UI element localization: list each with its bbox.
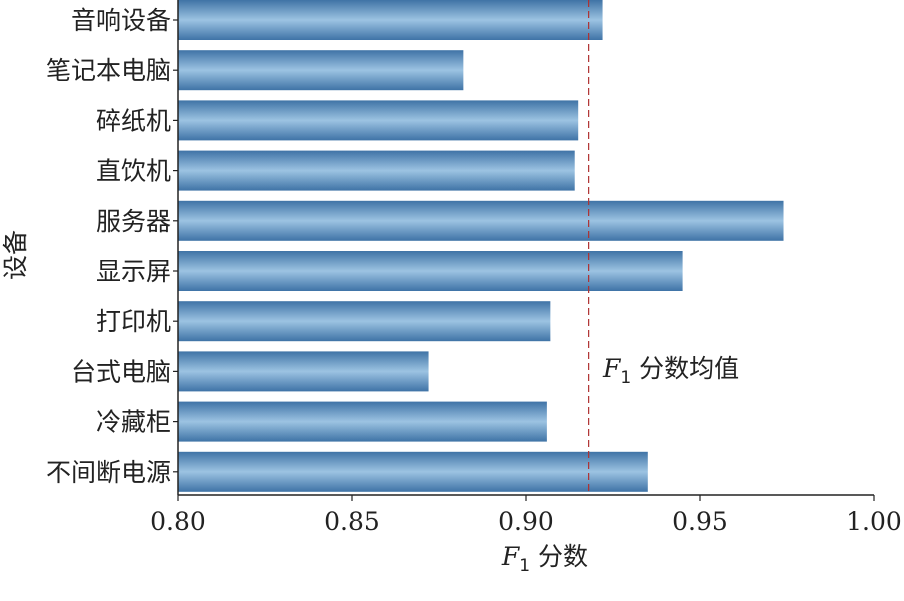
category-label-7: 台式电脑 xyxy=(71,357,171,386)
x-tick-label-1: 0.85 xyxy=(324,507,380,536)
category-label-9: 不间断电源 xyxy=(46,458,171,487)
x-tick-label-3: 0.95 xyxy=(672,507,728,536)
bar-8 xyxy=(178,401,547,442)
y-axis-title: 设备 xyxy=(1,230,30,280)
category-label-6: 打印机 xyxy=(96,307,171,336)
x-tick-label-4: 1.00 xyxy=(846,507,902,536)
bar-2 xyxy=(178,100,579,141)
axes-layer xyxy=(173,0,875,501)
category-label-4: 服务器 xyxy=(96,207,171,236)
bar-5 xyxy=(178,251,683,291)
bar-7 xyxy=(178,351,429,392)
bar-9 xyxy=(178,451,648,492)
bars-layer xyxy=(178,0,784,492)
bar-1 xyxy=(178,50,464,91)
x-tick-label-2: 0.90 xyxy=(498,507,554,536)
bar-3 xyxy=(178,150,575,191)
bar-4 xyxy=(178,200,784,241)
mean-line-label: F1 分数均值 xyxy=(602,354,739,388)
x-tick-label-0: 0.80 xyxy=(150,507,206,536)
category-label-3: 直饮机 xyxy=(96,157,171,186)
bar-0 xyxy=(178,0,603,40)
category-label-1: 笔记本电脑 xyxy=(46,56,171,85)
x-axis-title: F1 分数 xyxy=(501,542,588,576)
category-label-5: 显示屏 xyxy=(96,257,171,286)
category-label-2: 碎纸机 xyxy=(96,106,171,135)
bar-6 xyxy=(178,301,551,342)
category-label-0: 音响设备 xyxy=(71,6,171,35)
category-label-8: 冷藏柜 xyxy=(96,408,171,437)
